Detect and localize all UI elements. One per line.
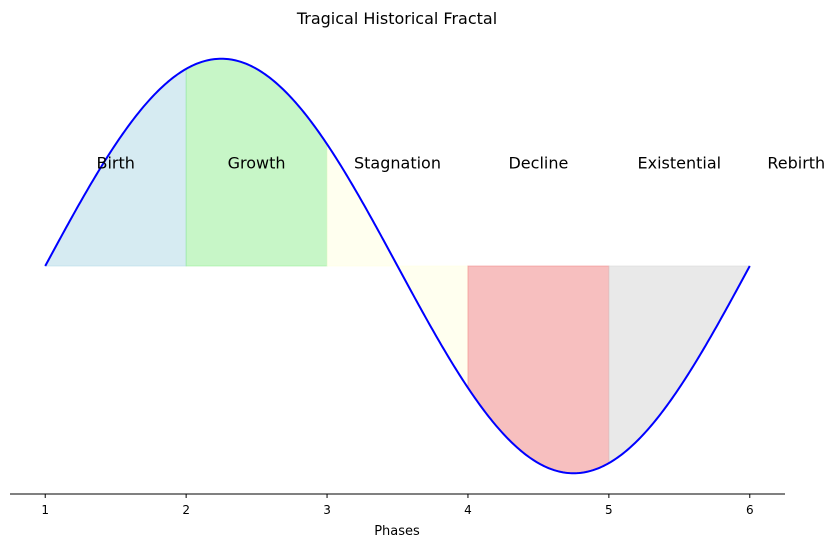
phase-fill-decline: [467, 265, 610, 474]
x-axis-label: Phases: [374, 524, 420, 539]
x-axis: 1 2 3 4 5 6: [10, 493, 785, 517]
curve-layer: [44, 57, 751, 475]
x-tick-label: 4: [464, 503, 472, 517]
phase-label-rebirth: Rebirth: [767, 153, 825, 172]
phase-label-stagnation: Stagnation: [354, 153, 441, 172]
phase-label-decline: Decline: [508, 153, 568, 172]
phase-label-existential: Existential: [638, 153, 722, 172]
x-tick-label: 2: [182, 503, 190, 517]
x-tick-label: 5: [605, 503, 613, 517]
chart-title: Tragical Historical Fractal: [296, 9, 497, 28]
x-tick-label: 1: [41, 503, 49, 517]
phase-fill-existential: [608, 265, 751, 465]
series-line: [44, 57, 751, 475]
x-tick-label: 3: [323, 503, 331, 517]
phase-labels: Birth Growth Stagnation Decline Existential R…: [96, 153, 825, 172]
phase-label-growth: Growth: [228, 153, 286, 172]
x-tick-label: 6: [746, 503, 754, 517]
phase-label-birth: Birth: [96, 153, 134, 172]
